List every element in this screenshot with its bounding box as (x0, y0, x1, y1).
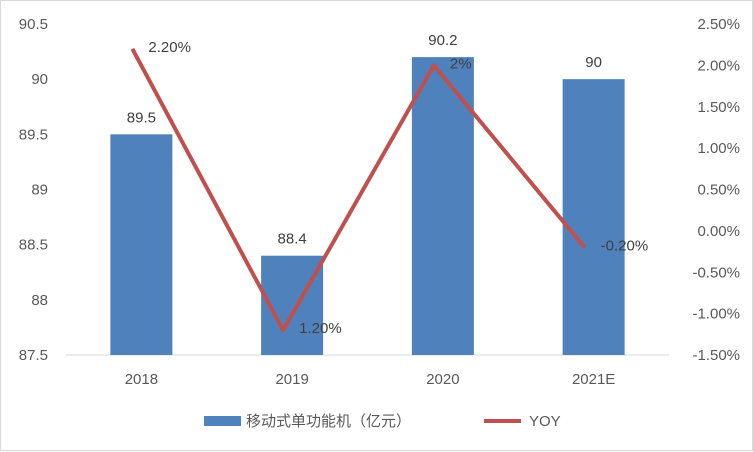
right-tick-label: -1.50% (692, 347, 740, 364)
legend-label-line: YOY (529, 413, 561, 430)
bar-series (110, 57, 624, 355)
right-tick-label: 2.00% (697, 57, 740, 74)
right-tick-label: 0.50% (697, 182, 740, 199)
legend-label-bar: 移动式单功能机（亿元） (246, 413, 411, 430)
category-tick-label: 2019 (275, 371, 308, 388)
line-data-label: -0.20% (601, 237, 649, 254)
left-tick-label: 88 (31, 292, 48, 309)
right-tick-label: 2.50% (697, 16, 740, 33)
left-axis-ticks: 87.5 88 88.5 89 89.5 90 90.5 (19, 16, 48, 364)
right-tick-label: -0.50% (692, 264, 740, 281)
category-tick-label: 2020 (426, 371, 459, 388)
left-tick-label: 90 (31, 71, 48, 88)
category-axis-ticks: 2018 2019 2020 2021E (125, 371, 616, 388)
left-tick-label: 89.5 (19, 126, 48, 143)
line-data-label: 2.20% (148, 39, 191, 56)
category-tick-label: 2021E (572, 371, 615, 388)
bar (110, 134, 172, 355)
bar (563, 79, 625, 355)
legend: 移动式单功能机（亿元） YOY (204, 413, 561, 430)
right-tick-label: 1.00% (697, 140, 740, 157)
right-axis-ticks: -1.50% -1.00% -0.50% 0.00% 0.50% 1.00% 1.50% 2.… (692, 16, 740, 364)
line-data-label: 2% (450, 55, 472, 72)
line-data-label: 1.20% (299, 320, 342, 337)
bar-data-labels: 89.5 88.4 90.2 90 (127, 32, 602, 248)
bar-data-label: 89.5 (127, 109, 156, 126)
bar-data-label: 90 (585, 54, 602, 71)
bar-data-label: 90.2 (428, 32, 457, 49)
right-tick-label: -1.00% (692, 306, 740, 323)
legend-swatch-bar (204, 416, 241, 426)
right-tick-label: 0.00% (697, 223, 740, 240)
left-tick-label: 90.5 (19, 16, 48, 33)
left-tick-label: 87.5 (19, 347, 48, 364)
line-series (132, 49, 584, 331)
yoy-line (132, 49, 584, 330)
category-tick-label: 2018 (125, 371, 158, 388)
left-tick-label: 88.5 (19, 237, 48, 254)
right-tick-label: 1.50% (697, 99, 740, 116)
bar-data-label: 88.4 (278, 231, 307, 248)
left-tick-label: 89 (31, 182, 48, 199)
